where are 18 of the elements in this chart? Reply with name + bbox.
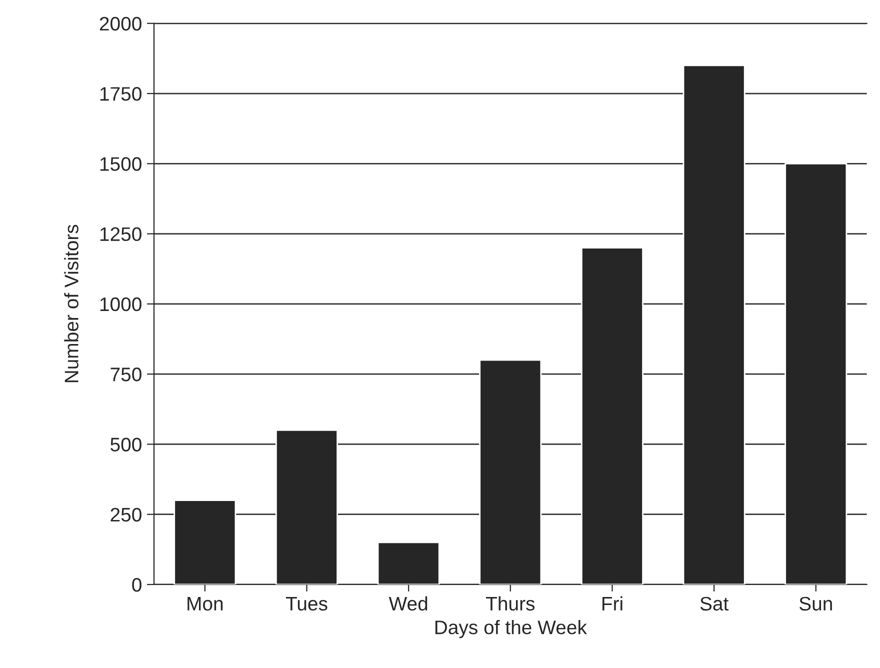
y-tick-label: 750 (110, 368, 142, 382)
y-tick-label: 1000 (100, 297, 142, 312)
y-axis-title: Number of Visitors (64, 224, 78, 382)
x-tick-label: Fri (602, 596, 622, 610)
y-tick-label: 0 (132, 578, 142, 592)
y-tick-label: 1750 (100, 86, 142, 101)
x-tick-label: Sat (700, 596, 729, 611)
y-tick-label: 250 (110, 508, 142, 522)
y-tick-label: 500 (110, 438, 142, 452)
x-tick-label: Sun (799, 596, 832, 611)
x-axis-title: Days of the Week (435, 620, 587, 638)
x-tick-label: Thurs (486, 596, 535, 611)
x-tick-label: Tues (286, 597, 328, 611)
x-tick-label: Wed (388, 596, 428, 611)
y-tick-label: 2000 (100, 16, 142, 31)
y-tick-label: 1500 (100, 157, 142, 171)
y-tick-label: 1250 (100, 227, 142, 242)
x-tick-label: Mon (188, 597, 223, 611)
